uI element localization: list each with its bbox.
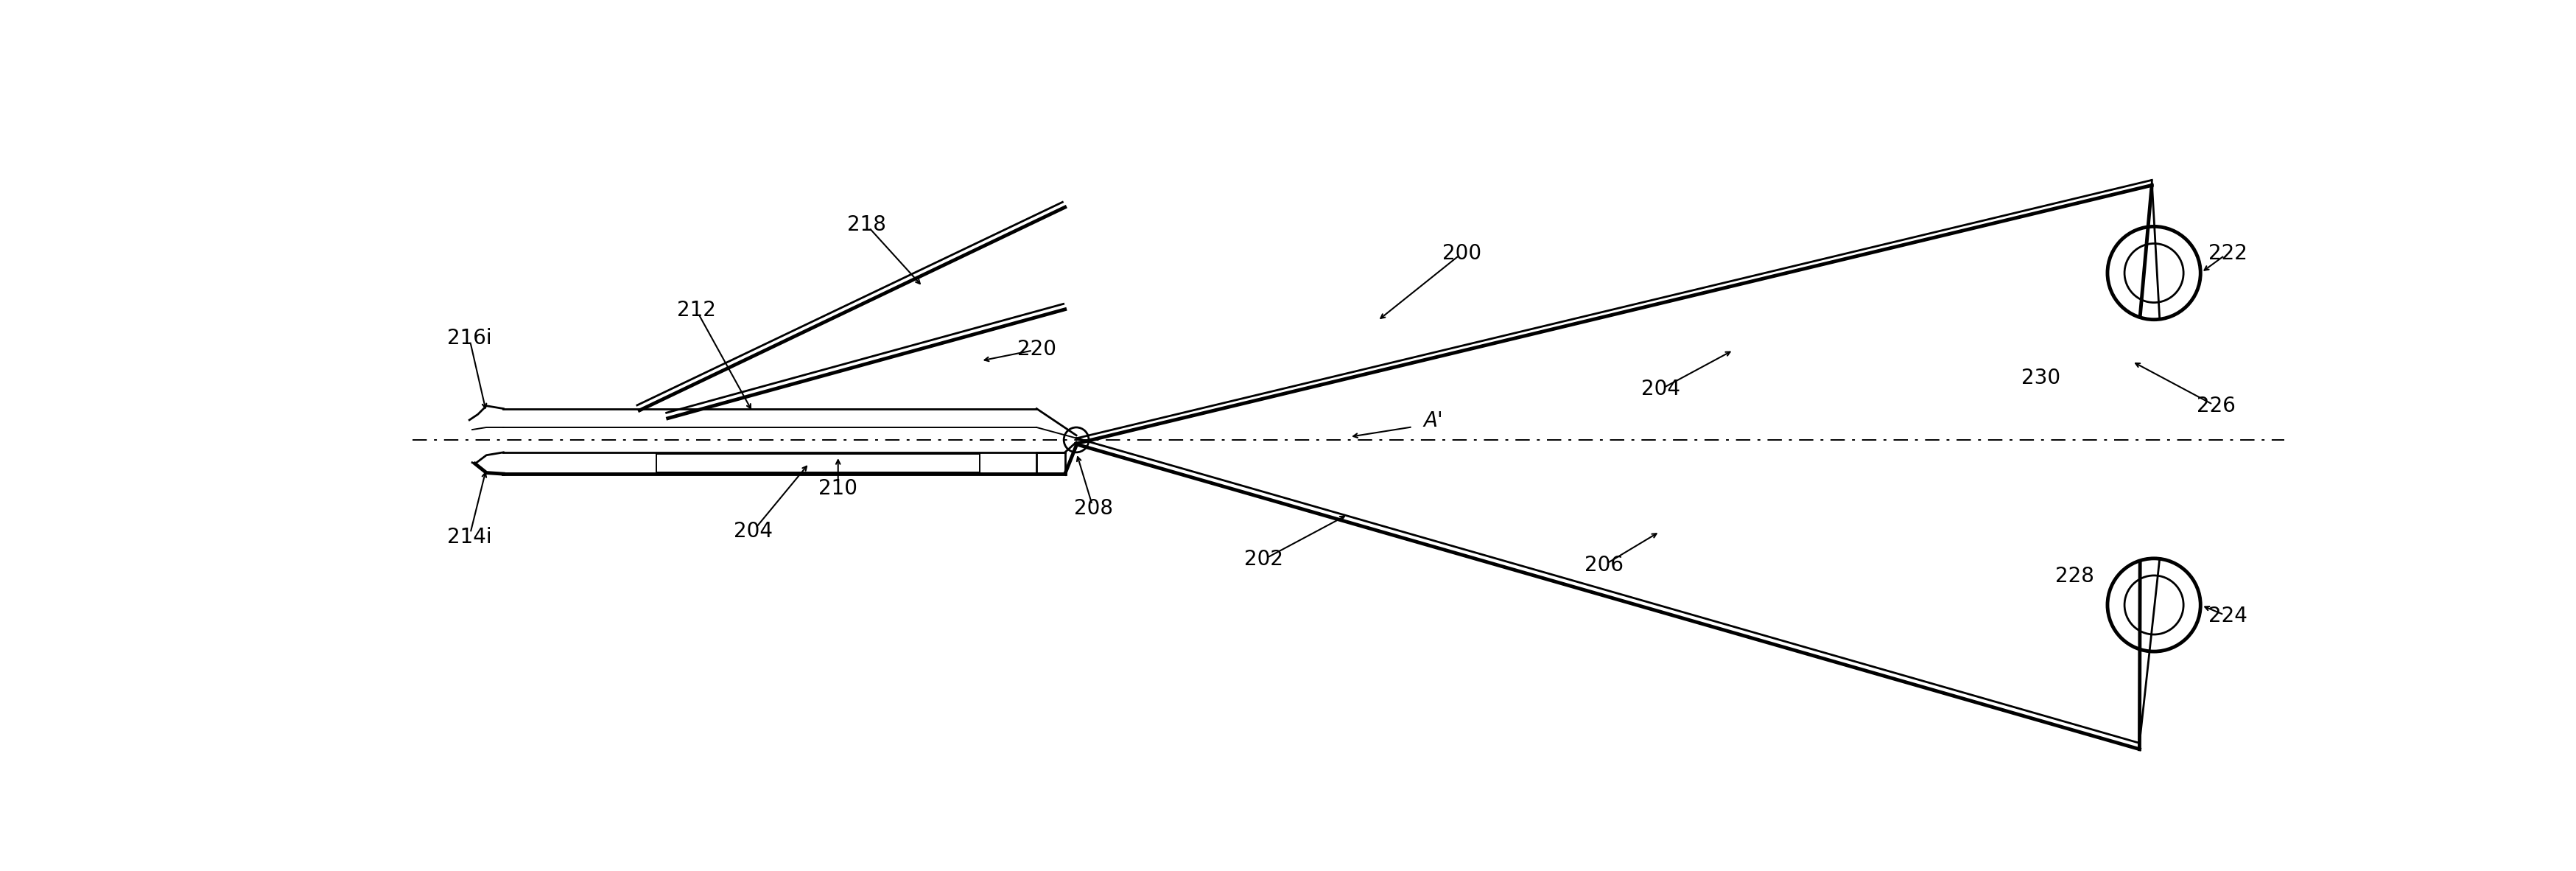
Text: 202: 202 bbox=[1244, 550, 1283, 570]
Text: A': A' bbox=[1425, 410, 1443, 431]
Text: 210: 210 bbox=[819, 478, 858, 499]
Text: 224: 224 bbox=[2208, 606, 2246, 626]
Text: 214i: 214i bbox=[448, 527, 492, 547]
Text: 204: 204 bbox=[1641, 379, 1680, 400]
Text: 226: 226 bbox=[2197, 396, 2236, 416]
Text: 200: 200 bbox=[1443, 243, 1481, 264]
Text: 206: 206 bbox=[1584, 555, 1623, 576]
Text: 216i: 216i bbox=[448, 328, 492, 348]
Text: 220: 220 bbox=[1018, 340, 1056, 360]
Text: 228: 228 bbox=[2056, 566, 2094, 587]
Text: 204: 204 bbox=[734, 521, 773, 542]
Text: 208: 208 bbox=[1074, 498, 1113, 519]
Text: 218: 218 bbox=[848, 214, 886, 235]
Text: 212: 212 bbox=[677, 300, 716, 321]
Text: 222: 222 bbox=[2208, 243, 2246, 264]
Text: 230: 230 bbox=[2022, 368, 2061, 388]
